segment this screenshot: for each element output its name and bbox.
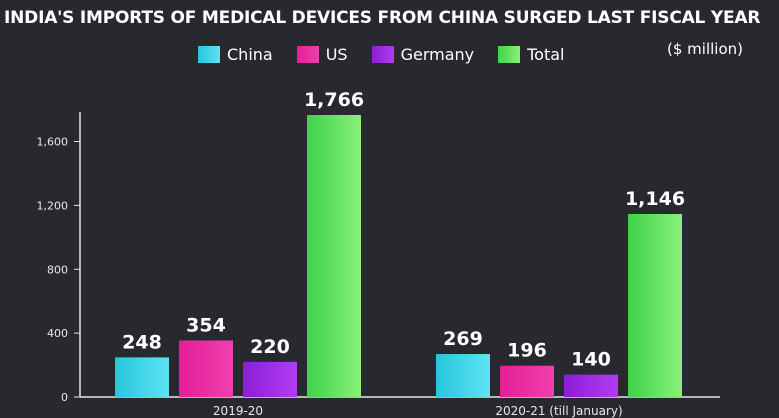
bar-germany-2019-20 (243, 361, 297, 397)
bar-china-2019-20 (115, 357, 169, 397)
legend-item-us: US (296, 45, 348, 64)
y-tick-label: 400 (47, 327, 68, 340)
legend-label-us: US (325, 45, 348, 64)
x-tick-label-2019-20: 2019-20 (213, 404, 263, 418)
x-tick-label-2020-21-till-january: 2020-21 (till January) (495, 404, 622, 418)
y-tick-label: 0 (61, 391, 68, 404)
value-label-us-2020-21-till-january: 196 (507, 340, 547, 362)
chart-title: INDIA'S IMPORTS OF MEDICAL DEVICES FROM … (4, 8, 761, 28)
value-label-china-2019-20: 248 (122, 331, 162, 353)
bar-china-2020-21-till-january (436, 354, 490, 397)
legend: China US Germany Total (198, 45, 565, 64)
y-tick-label: 1,600 (37, 136, 69, 149)
bar-total-2019-20 (307, 115, 361, 397)
value-label-germany-2020-21-till-january: 140 (571, 349, 611, 371)
legend-swatch-total (498, 46, 521, 63)
axis-layer: 0 400 800 1,200 1,600 (37, 112, 720, 404)
legend-label-total: Total (527, 45, 565, 64)
y-tick-label: 800 (47, 263, 68, 276)
value-label-total-2020-21-till-january: 1,146 (625, 188, 685, 210)
bar-total-2020-21-till-january (628, 214, 682, 397)
unit-label: ($ million) (667, 40, 743, 58)
legend-swatch-us (296, 46, 319, 63)
legend-swatch-china (198, 46, 220, 63)
value-label-germany-2019-20: 220 (250, 336, 290, 358)
legend-swatch-germany (371, 46, 394, 63)
bar-us-2019-20 (179, 340, 233, 397)
value-label-china-2020-21-till-january: 269 (443, 328, 483, 350)
bar-layer (115, 115, 682, 397)
legend-item-total: Total (498, 45, 565, 64)
value-label-total-2019-20: 1,766 (304, 89, 364, 111)
bar-us-2020-21-till-january (500, 365, 554, 397)
y-tick-label: 1,200 (37, 199, 69, 212)
legend-item-germany: Germany (371, 45, 475, 64)
value-label-us-2019-20: 354 (186, 314, 226, 336)
label-layer: 248 354 220 1,766 2019-20 269 196 140 1,146 2020-… (122, 89, 685, 418)
legend-label-germany: Germany (400, 45, 475, 64)
legend-label-china: China (227, 45, 273, 64)
legend-item-china: China (198, 45, 273, 64)
bar-germany-2020-21-till-january (564, 374, 618, 397)
